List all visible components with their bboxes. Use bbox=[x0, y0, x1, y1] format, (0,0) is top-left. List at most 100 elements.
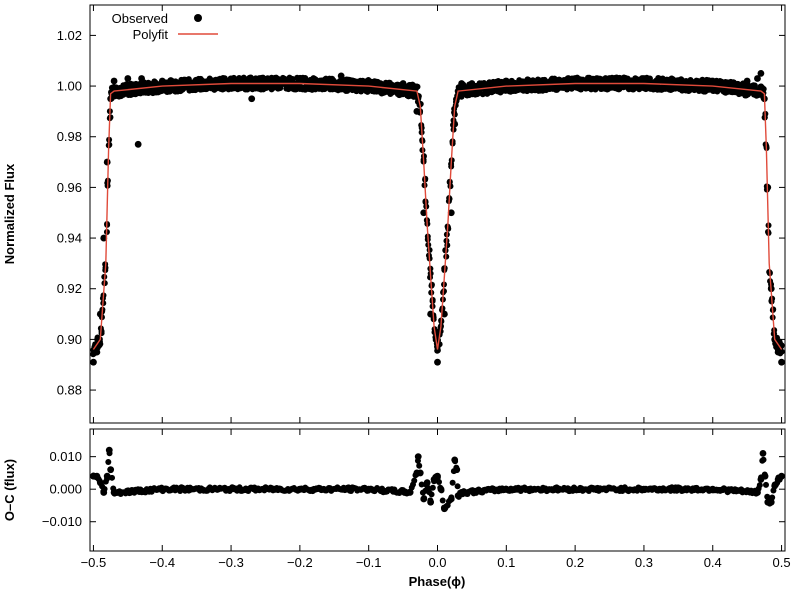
observed-point bbox=[447, 209, 455, 217]
residuals-y-tick-label: −0.010 bbox=[42, 514, 82, 529]
main-x-ticks bbox=[92, 5, 783, 423]
residuals-y-tick-label: 0.000 bbox=[49, 482, 82, 497]
x-axis-label: Phase(ϕ) bbox=[409, 574, 466, 589]
residuals-x-tick-label: −0.5 bbox=[81, 555, 107, 570]
legend: Observed Polyfit bbox=[112, 11, 218, 42]
observed-point bbox=[640, 75, 648, 82]
residual-point bbox=[502, 485, 510, 493]
observed-point bbox=[110, 77, 118, 85]
residual-point bbox=[640, 485, 648, 493]
residual-point bbox=[434, 472, 441, 480]
main-y-tick-label: 1.00 bbox=[57, 79, 82, 94]
residuals-x-axis: −0.5 −0.4 −0.3 −0.2 −0.1 0.0 0.1 0.2 0.3 0.4 0.5 bbox=[81, 429, 791, 570]
residual-point bbox=[105, 446, 113, 454]
residual-point bbox=[428, 491, 435, 498]
residual-point bbox=[754, 489, 761, 496]
residuals-y-axis-label: O–C (flux) bbox=[2, 459, 17, 521]
observed-point bbox=[93, 348, 101, 356]
residuals-x-tick-label: −0.1 bbox=[356, 555, 382, 570]
residual-point bbox=[427, 498, 435, 506]
residual-point bbox=[296, 485, 304, 493]
observed-point bbox=[134, 140, 142, 148]
residual-point bbox=[458, 489, 465, 496]
main-y-tick-label: 1.02 bbox=[57, 28, 82, 43]
residual-point bbox=[709, 485, 717, 493]
observed-point bbox=[138, 75, 146, 82]
residual-point bbox=[437, 485, 445, 493]
residuals-x-tick-label: 0.2 bbox=[566, 555, 584, 570]
polyfit-line-group bbox=[92, 82, 783, 350]
observed-point bbox=[440, 310, 448, 318]
observed-point bbox=[564, 75, 572, 82]
residual-point bbox=[107, 466, 115, 474]
residual-point bbox=[771, 482, 779, 490]
observed-point bbox=[248, 95, 256, 103]
observed-point bbox=[296, 77, 304, 85]
observed-point bbox=[158, 77, 166, 85]
observed-point bbox=[674, 77, 682, 85]
residuals-y-axis: 0.010 0.000 −0.010 bbox=[42, 449, 785, 529]
observed-point bbox=[571, 75, 579, 82]
residuals-x-tick-label: −0.4 bbox=[149, 555, 175, 570]
observed-point bbox=[90, 358, 97, 366]
residual-point bbox=[96, 479, 104, 487]
legend-polyfit-label: Polyfit bbox=[133, 27, 169, 42]
observed-point bbox=[458, 80, 465, 87]
observed-point bbox=[606, 75, 613, 82]
observed-point bbox=[420, 209, 428, 217]
residuals-x-tick-label: −0.3 bbox=[218, 555, 244, 570]
observed-point bbox=[365, 80, 373, 87]
observed-point bbox=[751, 82, 758, 89]
observed-point bbox=[434, 358, 441, 366]
residual-point bbox=[440, 505, 448, 513]
residuals-y-tick-label: 0.010 bbox=[49, 449, 82, 464]
residual-point bbox=[416, 462, 423, 469]
residual-point bbox=[453, 466, 461, 474]
residual-point bbox=[365, 485, 373, 493]
residual-point bbox=[105, 459, 112, 466]
observed-point bbox=[778, 358, 785, 366]
observed-point bbox=[262, 77, 269, 85]
residual-point bbox=[103, 472, 111, 480]
residual-point bbox=[423, 479, 431, 487]
main-y-tick-label: 0.88 bbox=[57, 383, 82, 398]
main-y-axis: 1.02 1.00 0.98 0.96 0.94 0.92 0.90 0.88 bbox=[57, 28, 785, 398]
observed-point bbox=[427, 310, 435, 318]
residual-point bbox=[93, 472, 101, 480]
residual-point bbox=[158, 485, 166, 493]
main-y-tick-label: 0.96 bbox=[57, 180, 82, 195]
residual-point bbox=[764, 493, 771, 500]
main-y-tick-label: 0.94 bbox=[57, 231, 82, 246]
polyfit-line bbox=[92, 82, 783, 350]
observed-point bbox=[413, 108, 421, 115]
residual-point bbox=[767, 498, 775, 506]
residual-point bbox=[449, 479, 456, 486]
main-y-tick-label: 0.90 bbox=[57, 332, 82, 347]
residual-point bbox=[763, 481, 770, 488]
residual-point bbox=[571, 485, 579, 493]
residual-point bbox=[406, 489, 414, 496]
observed-point bbox=[774, 348, 782, 356]
residuals-panel: 0.010 0.000 −0.010 −0.5 −0.4 −0.3 −0.2 −0.1 0.0… bbox=[2, 428, 791, 589]
observed-point bbox=[468, 80, 476, 87]
residual-point bbox=[227, 485, 235, 493]
observed-point bbox=[757, 70, 765, 77]
residual-point bbox=[436, 478, 443, 485]
residual-point bbox=[760, 456, 767, 463]
residual-point bbox=[429, 484, 436, 491]
legend-observed-label: Observed bbox=[112, 11, 168, 26]
main-y-tick-label: 0.98 bbox=[57, 129, 82, 144]
residual-point bbox=[756, 482, 763, 489]
residual-point bbox=[411, 477, 418, 484]
residual-point bbox=[100, 489, 108, 496]
residuals-x-tick-label: 0.5 bbox=[773, 555, 791, 570]
legend-observed-marker bbox=[194, 14, 202, 22]
residual-points bbox=[90, 446, 785, 513]
residual-point bbox=[454, 483, 461, 490]
observed-point bbox=[709, 77, 717, 85]
main-y-axis-label: Normalized Flux bbox=[2, 163, 17, 264]
observed-points bbox=[90, 70, 785, 366]
residual-point bbox=[439, 497, 446, 504]
observed-point bbox=[227, 77, 235, 85]
residual-point bbox=[778, 472, 785, 480]
